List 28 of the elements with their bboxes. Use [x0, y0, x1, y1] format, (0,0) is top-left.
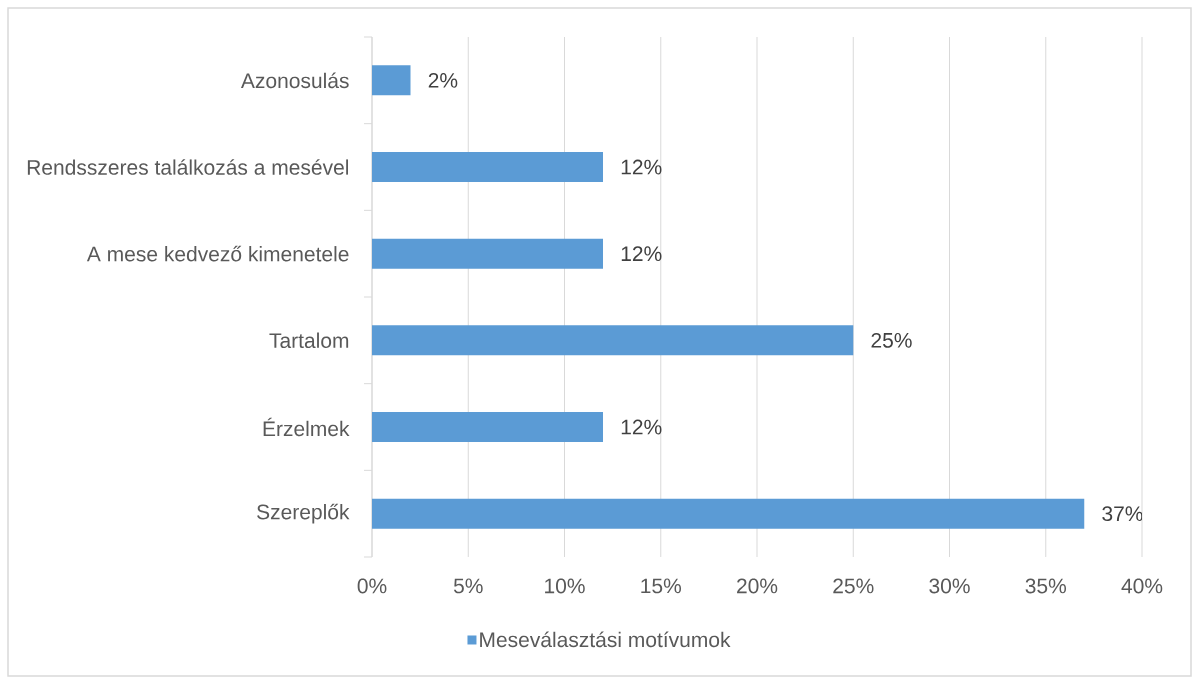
data-label: 2% — [428, 72, 458, 88]
x-tick-label: 5% — [453, 578, 483, 594]
data-label: 25% — [871, 332, 912, 348]
y-tick-label: Szereplők — [257, 503, 350, 524]
x-tick-label: 40% — [1121, 578, 1163, 594]
x-tick-label: 20% — [737, 578, 778, 594]
y-tick-label: Azonosulás — [240, 72, 349, 89]
data-label: 12% — [621, 419, 662, 435]
data-label: 12% — [621, 159, 662, 175]
bar — [372, 498, 1085, 529]
legend-label: Meseválasztási motívumok — [480, 631, 731, 648]
data-label: 12% — [621, 246, 662, 262]
y-tick-label: A mese kedvező kimenetele — [86, 245, 349, 262]
x-tick-label: 35% — [1025, 578, 1067, 594]
x-tick-label: 30% — [929, 578, 970, 594]
bar — [372, 238, 603, 269]
bar — [372, 325, 854, 356]
x-tick-label: 25% — [833, 578, 874, 594]
y-tick-label: Érzelmek — [263, 417, 350, 437]
x-tick-label: 10% — [545, 578, 585, 594]
y-tick-label: Tartalom — [269, 332, 349, 349]
bar — [372, 411, 603, 442]
x-tick-label: 0% — [357, 578, 387, 594]
x-tick-label: 15% — [641, 578, 682, 594]
bar — [372, 65, 411, 96]
y-tick-label: Rendsszeres találkozás a mesével — [27, 159, 349, 175]
bar — [372, 151, 603, 182]
data-label: 37% — [1102, 506, 1143, 522]
